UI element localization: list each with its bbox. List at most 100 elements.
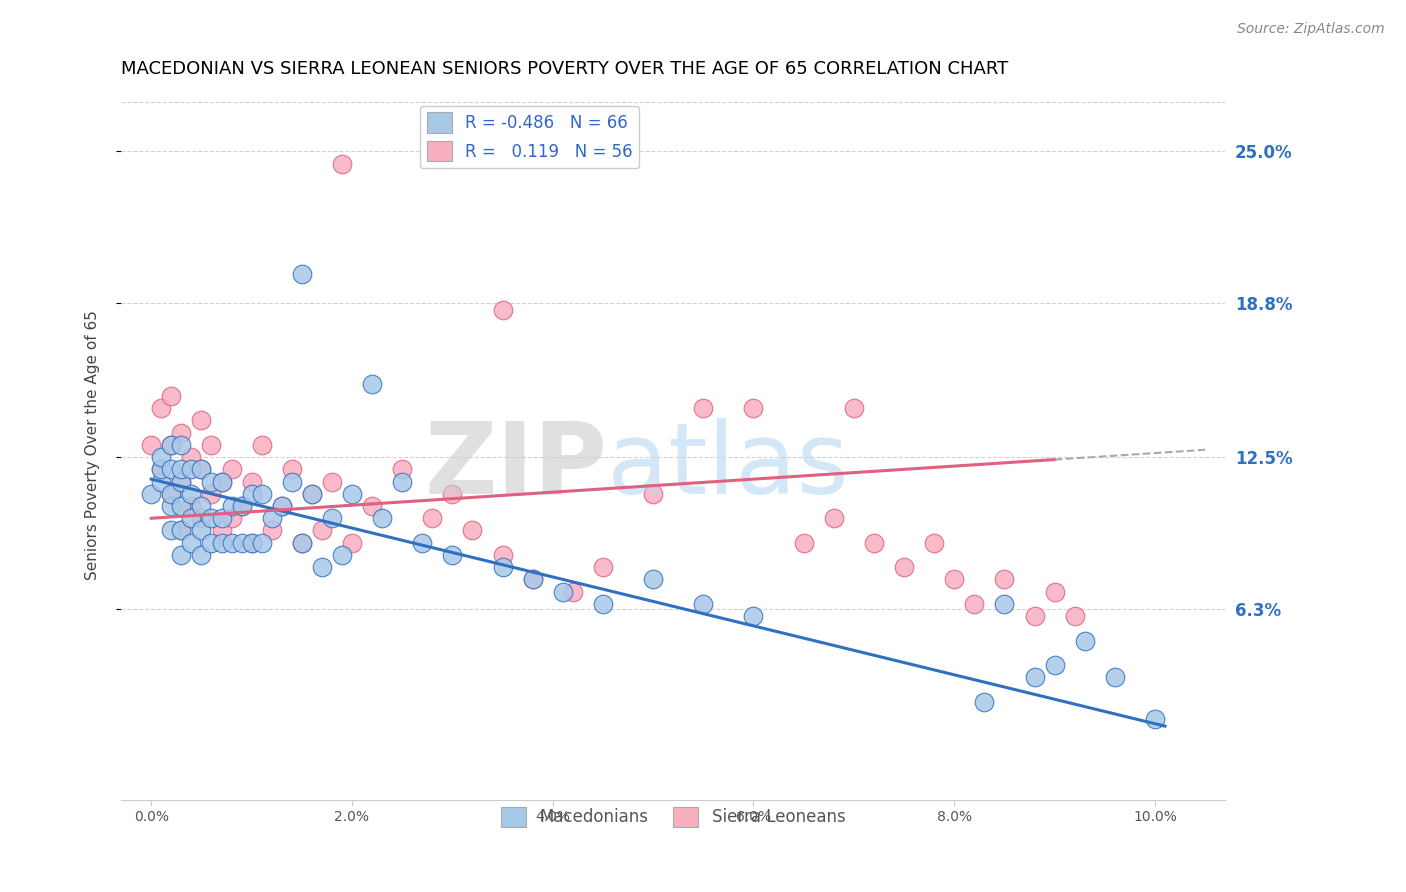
Point <box>150 462 173 476</box>
Point <box>141 438 163 452</box>
Point <box>742 609 765 624</box>
Point <box>180 462 202 476</box>
Legend: Macedonians, Sierra Leoneans: Macedonians, Sierra Leoneans <box>495 800 852 834</box>
Point <box>160 462 183 476</box>
Point <box>231 535 253 549</box>
Point <box>170 475 193 489</box>
Point <box>240 535 263 549</box>
Point <box>1024 609 1046 624</box>
Point <box>170 425 193 440</box>
Point <box>200 487 222 501</box>
Point <box>963 597 986 611</box>
Point <box>150 401 173 416</box>
Point <box>551 584 574 599</box>
Point <box>692 597 714 611</box>
Point <box>160 438 183 452</box>
Text: ZIP: ZIP <box>425 417 607 515</box>
Point <box>240 475 263 489</box>
Point <box>291 267 314 281</box>
Point <box>170 524 193 538</box>
Point <box>291 535 314 549</box>
Y-axis label: Seniors Poverty Over the Age of 65: Seniors Poverty Over the Age of 65 <box>86 310 100 580</box>
Point <box>1073 633 1095 648</box>
Point <box>211 475 233 489</box>
Point <box>420 511 443 525</box>
Point <box>522 573 544 587</box>
Point <box>281 475 304 489</box>
Point <box>221 499 243 513</box>
Point <box>211 535 233 549</box>
Point <box>180 511 202 525</box>
Point <box>643 487 665 501</box>
Point <box>200 438 222 452</box>
Point <box>250 487 273 501</box>
Point <box>240 487 263 501</box>
Point <box>190 413 212 427</box>
Point <box>491 548 513 562</box>
Point <box>491 303 513 318</box>
Point <box>842 401 865 416</box>
Point <box>260 511 283 525</box>
Point <box>692 401 714 416</box>
Point <box>190 524 212 538</box>
Point <box>160 524 183 538</box>
Point <box>190 511 212 525</box>
Point <box>180 499 202 513</box>
Point <box>340 535 363 549</box>
Point <box>461 524 484 538</box>
Point <box>311 524 333 538</box>
Point <box>371 511 394 525</box>
Point <box>1143 712 1166 726</box>
Text: atlas: atlas <box>607 417 849 515</box>
Point <box>361 376 384 391</box>
Point <box>592 597 614 611</box>
Point <box>180 487 202 501</box>
Point <box>973 695 995 709</box>
Point <box>250 438 273 452</box>
Point <box>200 535 222 549</box>
Point <box>1063 609 1085 624</box>
Point <box>160 389 183 403</box>
Point <box>221 535 243 549</box>
Point <box>1024 670 1046 684</box>
Point <box>170 499 193 513</box>
Point <box>301 487 323 501</box>
Point <box>211 524 233 538</box>
Point <box>150 475 173 489</box>
Point <box>180 535 202 549</box>
Point <box>211 475 233 489</box>
Text: Source: ZipAtlas.com: Source: ZipAtlas.com <box>1237 22 1385 37</box>
Point <box>200 511 222 525</box>
Point <box>391 475 413 489</box>
Point <box>561 584 583 599</box>
Point <box>1043 658 1066 673</box>
Point <box>160 487 183 501</box>
Point <box>993 573 1015 587</box>
Point <box>441 487 464 501</box>
Point <box>231 499 253 513</box>
Point <box>993 597 1015 611</box>
Point <box>231 499 253 513</box>
Point <box>863 535 886 549</box>
Point <box>221 511 243 525</box>
Point <box>141 487 163 501</box>
Point <box>150 450 173 464</box>
Point <box>200 475 222 489</box>
Point <box>321 511 343 525</box>
Point <box>160 438 183 452</box>
Point <box>260 524 283 538</box>
Point <box>522 573 544 587</box>
Point <box>211 511 233 525</box>
Point <box>221 462 243 476</box>
Point <box>170 524 193 538</box>
Point <box>170 462 193 476</box>
Point <box>742 401 765 416</box>
Point <box>491 560 513 574</box>
Point <box>361 499 384 513</box>
Point <box>160 499 183 513</box>
Point <box>281 462 304 476</box>
Point <box>170 548 193 562</box>
Point <box>592 560 614 574</box>
Point <box>190 462 212 476</box>
Point <box>340 487 363 501</box>
